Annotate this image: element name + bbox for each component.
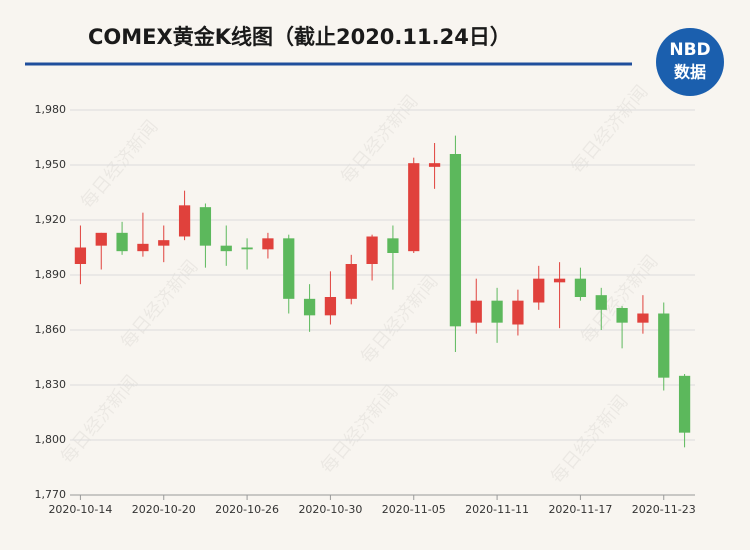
candle-body xyxy=(470,300,482,323)
y-tick-label: 1,830 xyxy=(35,378,67,391)
candle-body xyxy=(678,375,691,433)
candle-body xyxy=(283,238,295,299)
candle-body xyxy=(95,232,107,246)
y-tick-label: 1,950 xyxy=(35,158,67,171)
y-tick-label: 1,890 xyxy=(35,268,67,281)
logo-subtext: 数据 xyxy=(674,63,706,82)
y-tick-label: 1,800 xyxy=(35,433,67,446)
candle-body xyxy=(345,264,357,299)
x-tick-label: 2020-10-26 xyxy=(215,503,279,516)
y-tick-label: 1,920 xyxy=(35,213,67,226)
candle-body xyxy=(220,245,232,252)
candle-body xyxy=(553,278,566,283)
x-tick-label: 2020-10-14 xyxy=(48,503,112,516)
y-tick-label: 1,980 xyxy=(35,103,67,116)
candle-body xyxy=(241,247,253,250)
candle-body xyxy=(595,295,607,310)
logo-text: NBD xyxy=(669,40,710,60)
candle-body xyxy=(408,163,420,252)
candle-body xyxy=(658,313,670,378)
candle-body xyxy=(616,308,628,323)
x-tick-label: 2020-11-23 xyxy=(632,503,696,516)
x-tick-label: 2020-11-05 xyxy=(382,503,446,516)
candle-body xyxy=(428,163,441,167)
candle-body xyxy=(449,154,462,327)
candle-body xyxy=(262,238,274,250)
candle-body xyxy=(116,232,128,252)
candle-body xyxy=(637,313,649,323)
candle-body xyxy=(158,240,170,246)
candle-body xyxy=(491,300,503,323)
x-tick-label: 2020-10-20 xyxy=(132,503,196,516)
x-tick-label: 2020-11-11 xyxy=(465,503,529,516)
candle-body xyxy=(303,298,316,316)
candle-body xyxy=(178,205,191,237)
candle-body xyxy=(324,297,337,316)
candle-body xyxy=(387,238,399,253)
candle-body xyxy=(366,236,378,264)
x-tick-label: 2020-11-17 xyxy=(548,503,612,516)
y-tick-label: 1,770 xyxy=(35,488,67,501)
candle-body xyxy=(137,243,149,252)
logo-badge xyxy=(656,28,724,96)
candle-body xyxy=(574,278,587,297)
x-tick-label: 2020-10-30 xyxy=(298,503,362,516)
candle-body xyxy=(512,300,524,325)
candle-body xyxy=(74,247,87,264)
chart-title: COMEX黄金K线图（截止2020.11.24日） xyxy=(88,25,511,49)
y-tick-label: 1,860 xyxy=(35,323,67,336)
candle-body xyxy=(533,278,545,303)
candle-body xyxy=(199,207,212,246)
